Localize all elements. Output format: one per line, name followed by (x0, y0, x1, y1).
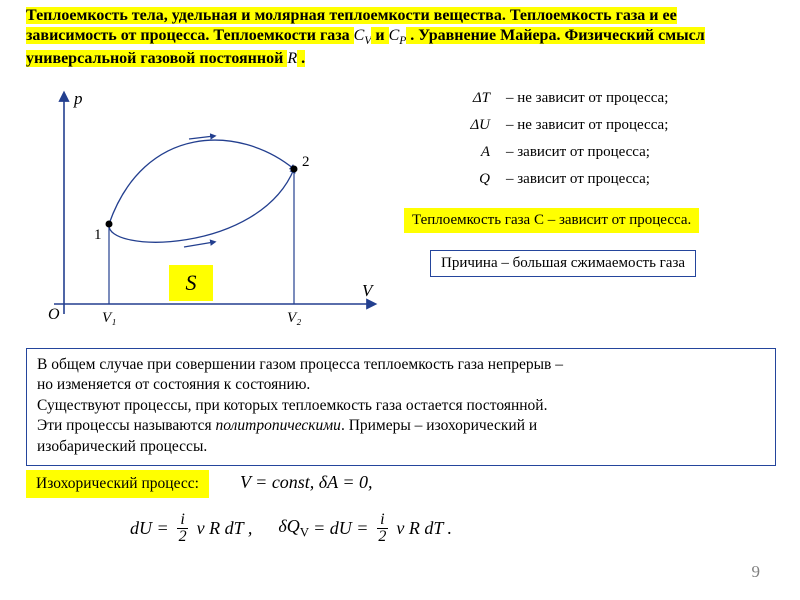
dep-row-Q: Q – зависит от процесса; (430, 171, 790, 198)
equation-dU: dU = i 2 ν R dT , δQV = dU = i 2 ν R dT … (130, 512, 452, 545)
heatcap-highlight: Теплоемкость газа С – зависит от процесс… (404, 208, 699, 233)
title-R: R (287, 50, 297, 67)
frac-i-2-a: i 2 (176, 512, 190, 545)
v2-label: V₂ (287, 310, 301, 326)
equation-v-const: V = const, δA = 0, (240, 472, 373, 493)
heatcap-label: Теплоемкость газа С (412, 212, 544, 228)
main-line-3: Существуют процессы, при которых теплоем… (37, 396, 765, 416)
main-line-1: В общем случае при совершении газом проц… (37, 355, 765, 375)
title-cv: CV (354, 27, 372, 44)
label-2: 2 (302, 154, 310, 170)
title-end: . (297, 50, 305, 67)
v-label: V (362, 281, 375, 300)
title-and: и (371, 27, 388, 44)
slide: Теплоемкость тела, удельная и молярная т… (0, 0, 800, 600)
dep-row-dU: ΔU – не зависит от процесса; (430, 117, 790, 144)
label-1: 1 (94, 227, 102, 243)
main-line-4: Эти процессы называются политропическими… (37, 416, 765, 436)
main-line-2: но изменяется от состояния к состоянию. (37, 375, 765, 395)
v1-label: V₁ (102, 310, 116, 326)
dep-row-A: A – зависит от процесса; (430, 144, 790, 171)
path-upper (109, 140, 294, 224)
reason-box: Причина – большая сжимаемость газа (430, 250, 696, 277)
area-s-box: S (169, 265, 213, 301)
title-cp: CP (389, 27, 407, 44)
page-number: 9 (752, 562, 761, 582)
dependency-list: ΔT – не зависит от процесса; ΔU – не зав… (430, 90, 790, 198)
point-2 (291, 166, 298, 173)
isochoric-label: Изохорический процесс: (26, 470, 209, 498)
o-label: O (48, 306, 60, 323)
frac-i-2-b: i 2 (375, 512, 389, 545)
path-lower (109, 169, 294, 242)
heatcap-after: – зависит от процесса. (544, 212, 691, 228)
main-explanation-box: В общем случае при совершении газом проц… (26, 348, 776, 466)
main-line-5: изобарический процессы. (37, 437, 765, 457)
p-label: p (73, 89, 83, 108)
slide-title: Теплоемкость тела, удельная и молярная т… (26, 6, 766, 70)
dep-row-dT: ΔT – не зависит от процесса; (430, 90, 790, 117)
point-1 (106, 221, 113, 228)
